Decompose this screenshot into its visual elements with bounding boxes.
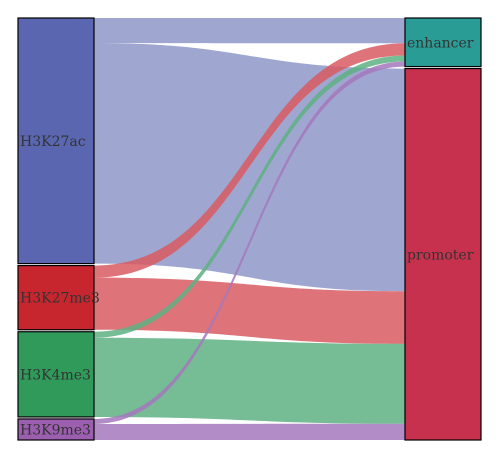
nodes-layer: [17, 17, 482, 441]
flow-h3k27ac-to-enhancer: [94, 18, 405, 44]
node-h3k4me3-label: H3K4me3: [20, 367, 91, 383]
node-h3k27ac: [17, 17, 95, 265]
node-h3k27ac-label: H3K27ac: [20, 134, 86, 150]
node-h3k9me3-bar: [17, 418, 95, 441]
node-h3k9me3: [17, 418, 95, 441]
node-h3k27me3-label: H3K27me3: [20, 291, 100, 307]
labels-layer: H3K27ac H3K27me3 H3K4me3 H3K9me3 enhancer pro…: [20, 35, 474, 438]
node-enhancer: [404, 17, 482, 68]
node-promoter-label: promoter: [407, 247, 474, 263]
flow-h3k4me3-to-promoter: [94, 337, 405, 424]
flow-h3k27ac-to-promoter: [94, 43, 405, 292]
node-h3k27me3: [17, 264, 95, 331]
flow-h3k9me3-to-enhancer: [94, 61, 405, 424]
node-enhancer-label: enhancer: [407, 35, 474, 51]
flow-h3k27me3-to-enhancer: [94, 43, 405, 278]
node-h3k27ac-bar: [17, 17, 95, 265]
node-h3k4me3: [17, 331, 95, 418]
flow-h3k27me3-to-promoter: [94, 277, 405, 344]
node-promoter-bar: [404, 67, 482, 441]
node-promoter: [404, 67, 482, 441]
node-h3k27me3-bar: [17, 264, 95, 331]
links-layer: [94, 18, 405, 440]
node-enhancer-bar: [404, 17, 482, 68]
flow-h3k9me3-to-promoter: [94, 423, 405, 440]
flow-h3k4me3-to-enhancer: [94, 55, 405, 338]
node-h3k9me3-label: H3K9me3: [20, 422, 91, 438]
node-h3k4me3-bar: [17, 331, 95, 418]
